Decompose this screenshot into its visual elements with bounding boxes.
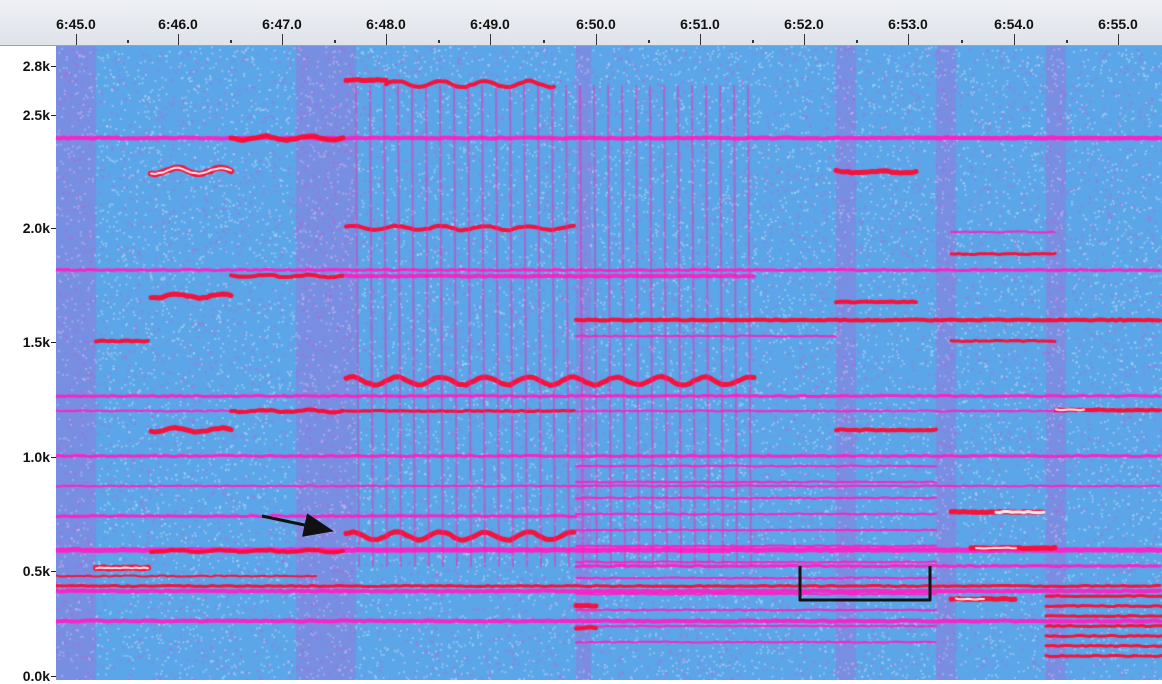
frequency-label: 2.0k: [22, 220, 50, 236]
ruler-minor-tick: [961, 40, 963, 43]
ruler-major-tick: [908, 34, 909, 45]
ruler-major-tick: [1014, 34, 1015, 45]
ruler-minor-tick: [543, 40, 545, 43]
ruler-minor-tick: [230, 40, 232, 43]
ruler-major-tick: [700, 34, 701, 45]
time-label: 6:55.0: [1098, 16, 1138, 32]
frequency-label: 2.8k: [22, 58, 50, 74]
time-label: 6:51.0: [680, 16, 720, 32]
ruler-major-tick: [76, 34, 77, 45]
frequency-tick: [51, 115, 56, 116]
time-label: 6:49.0: [470, 16, 510, 32]
ruler-minor-tick: [127, 40, 129, 43]
arrow-annotation: [261, 513, 334, 537]
frequency-label: 1.0k: [22, 449, 50, 465]
time-label: 6:45.0: [56, 16, 96, 32]
frequency-tick: [51, 66, 56, 67]
time-label: 6:46.0: [158, 16, 198, 32]
frequency-label: 1.5k: [22, 334, 50, 350]
ruler-major-tick: [596, 34, 597, 45]
frequency-tick: [51, 228, 56, 229]
bracket-annotation: [798, 566, 932, 602]
frequency-label: 0.5k: [22, 563, 50, 579]
ruler-minor-tick: [648, 40, 650, 43]
ruler-minor-tick: [752, 40, 754, 43]
frequency-label: 2.5k: [22, 107, 50, 123]
frequency-tick: [51, 457, 56, 458]
frequency-tick: [51, 342, 56, 343]
time-label: 6:54.0: [994, 16, 1034, 32]
frequency-axis: 2.8k 2.5k 2.0k 1.5k 1.0k 0.5k 0.0k: [0, 46, 56, 684]
time-label: 6:48.0: [366, 16, 406, 32]
frequency-label: 0.0k: [22, 668, 50, 684]
frequency-tick: [51, 676, 56, 677]
timeline-ruler[interactable]: 6:45.0 6:46.0 6:47.0 6:48.0 6:49.0 6:50.…: [0, 0, 1162, 46]
time-label: 6:52.0: [784, 16, 824, 32]
ruler-major-tick: [282, 34, 283, 45]
ruler-major-tick: [804, 34, 805, 45]
time-label: 6:53.0: [888, 16, 928, 32]
ruler-minor-tick: [438, 40, 440, 43]
ruler-major-tick: [178, 34, 179, 45]
time-label: 6:50.0: [576, 16, 616, 32]
spectrogram-panel[interactable]: [56, 46, 1162, 680]
ruler-minor-tick: [856, 40, 858, 43]
ruler-major-tick: [1118, 34, 1119, 45]
ruler-major-tick: [386, 34, 387, 45]
annotation-overlay: [261, 513, 932, 602]
ruler-major-tick: [490, 34, 491, 45]
frequency-tick: [51, 571, 56, 572]
ruler-minor-tick: [334, 40, 336, 43]
time-label: 6:47.0: [262, 16, 302, 32]
spectrogram-canvas[interactable]: [56, 46, 1162, 680]
ruler-minor-tick: [1066, 40, 1068, 43]
